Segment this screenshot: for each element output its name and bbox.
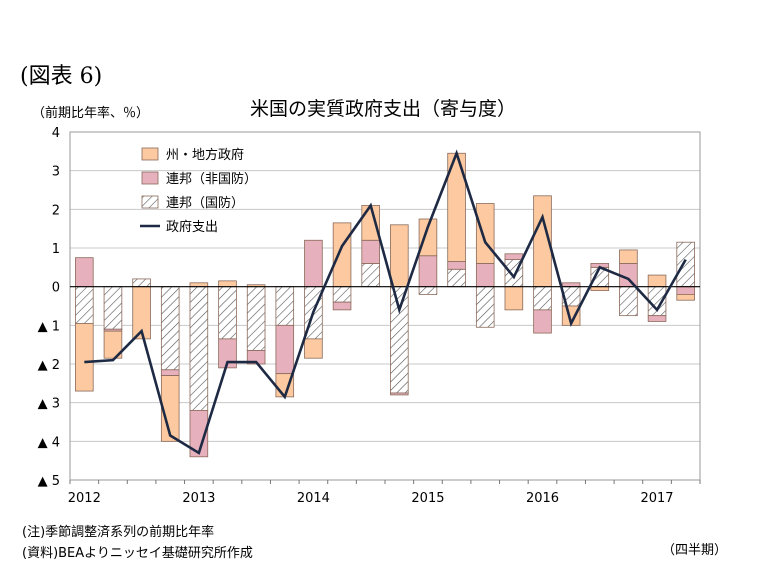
bar-state-local: [676, 293, 695, 301]
y-tick-label: ▲ 3: [38, 397, 60, 412]
y-tick-label: 1: [52, 242, 60, 257]
legend-label: 政府支出: [166, 220, 218, 235]
bar-state-local: [647, 274, 667, 288]
bar-federal-defense-hatch: [533, 286, 552, 311]
y-tick-label: 2: [52, 203, 60, 218]
bar-state-local: [361, 205, 380, 241]
y-tick-label: ▲ 5: [38, 474, 60, 489]
bar-federal-defense-hatch: [275, 286, 295, 326]
legend-label: 連邦（非国防）: [166, 171, 257, 187]
bar-federal-defense-hatch: [132, 278, 151, 288]
bar-federal-nondefense: [390, 392, 409, 396]
bar-state-local: [304, 338, 323, 359]
bar-state-local: [619, 249, 638, 264]
legend-swatch: [141, 171, 159, 185]
bar-federal-nondefense: [676, 286, 695, 295]
bar-federal-nondefense: [189, 409, 209, 458]
axes: 4 3 2 1 0 ▲ 1 ▲ 2 ▲ 3 ▲ 4 ▲ 5 2012 2013 2014 2015 2016…: [38, 126, 701, 506]
source-note: (資料)BEAよりニッセイ基礎研究所作成: [22, 546, 253, 561]
bar-federal-nondefense: [533, 309, 552, 334]
y-axis-unit-label: （前期比年率、％）: [32, 106, 150, 121]
bar-federal-defense-hatch: [189, 286, 209, 411]
bar-state-local: [390, 224, 409, 288]
bar-state-local: [75, 322, 94, 392]
y-tick-label: ▲ 2: [38, 358, 60, 373]
y-tick-label: 4: [52, 126, 60, 141]
bar-federal-nondefense: [504, 253, 524, 261]
bar-federal-nondefense: [361, 239, 380, 264]
y-tick-label: ▲ 1: [38, 319, 60, 334]
legend-swatch: [141, 195, 159, 209]
bar-federal-defense-hatch: [218, 286, 237, 340]
legend-label: 連邦（国防）: [166, 195, 244, 211]
bar-state-local: [418, 218, 438, 257]
bar-state-local: [475, 203, 495, 264]
bar-federal-nondefense: [75, 257, 94, 288]
bar-federal-defense-hatch: [332, 286, 352, 303]
bar-state-local: [103, 330, 123, 359]
legend-swatch: [141, 147, 159, 161]
x-tick-label: 2013: [182, 491, 215, 506]
bar-federal-nondefense: [475, 263, 495, 288]
chart-title: 米国の実質政府支出（寄与度）: [250, 98, 517, 120]
bar-federal-defense-hatch: [75, 286, 94, 324]
series-line-government-spending: [84, 149, 687, 455]
bar-federal-defense-hatch: [418, 286, 438, 295]
x-tick-label: 2014: [297, 491, 330, 506]
bar-federal-nondefense: [218, 338, 237, 369]
bar-state-local: [160, 375, 180, 442]
bar-federal-defense-hatch: [160, 286, 180, 371]
bar-federal-nondefense: [160, 369, 180, 376]
bar-federal-defense-hatch: [676, 241, 695, 288]
x-tick-label: 2016: [526, 491, 559, 506]
legend-label: 州・地方政府: [166, 147, 244, 163]
figure-label: (図表 6): [20, 64, 103, 89]
y-tick-label: 3: [52, 165, 60, 180]
bar-federal-nondefense: [304, 239, 323, 288]
bar-federal-nondefense: [418, 255, 438, 288]
x-tick-label: 2012: [68, 491, 101, 506]
x-axis-unit-label: （四半期）: [662, 543, 728, 558]
bar-federal-nondefense: [647, 315, 667, 322]
bar-federal-defense-hatch: [447, 268, 466, 288]
bar-federal-defense-hatch: [475, 286, 495, 328]
x-tick-label: 2015: [411, 491, 444, 506]
bar-federal-defense-hatch: [361, 263, 380, 288]
bar-federal-nondefense: [275, 324, 295, 375]
y-tick-label: ▲ 4: [38, 435, 60, 450]
y-tick-label: 0: [52, 281, 60, 296]
footnote: (注)季節調整済系列の前期比年率: [22, 525, 215, 540]
bar-federal-defense-hatch: [103, 286, 123, 330]
bar-federal-defense-hatch: [619, 286, 638, 317]
government-line: [84, 149, 687, 455]
bar-state-local: [218, 280, 237, 288]
bar-state-local: [332, 222, 352, 288]
bar-federal-defense-hatch: [390, 286, 409, 394]
x-tick-label: 2017: [640, 491, 673, 506]
bar-federal-nondefense: [447, 261, 466, 270]
bar-state-local: [504, 286, 524, 311]
bar-federal-defense-hatch: [246, 286, 266, 351]
bar-federal-nondefense: [332, 301, 352, 311]
